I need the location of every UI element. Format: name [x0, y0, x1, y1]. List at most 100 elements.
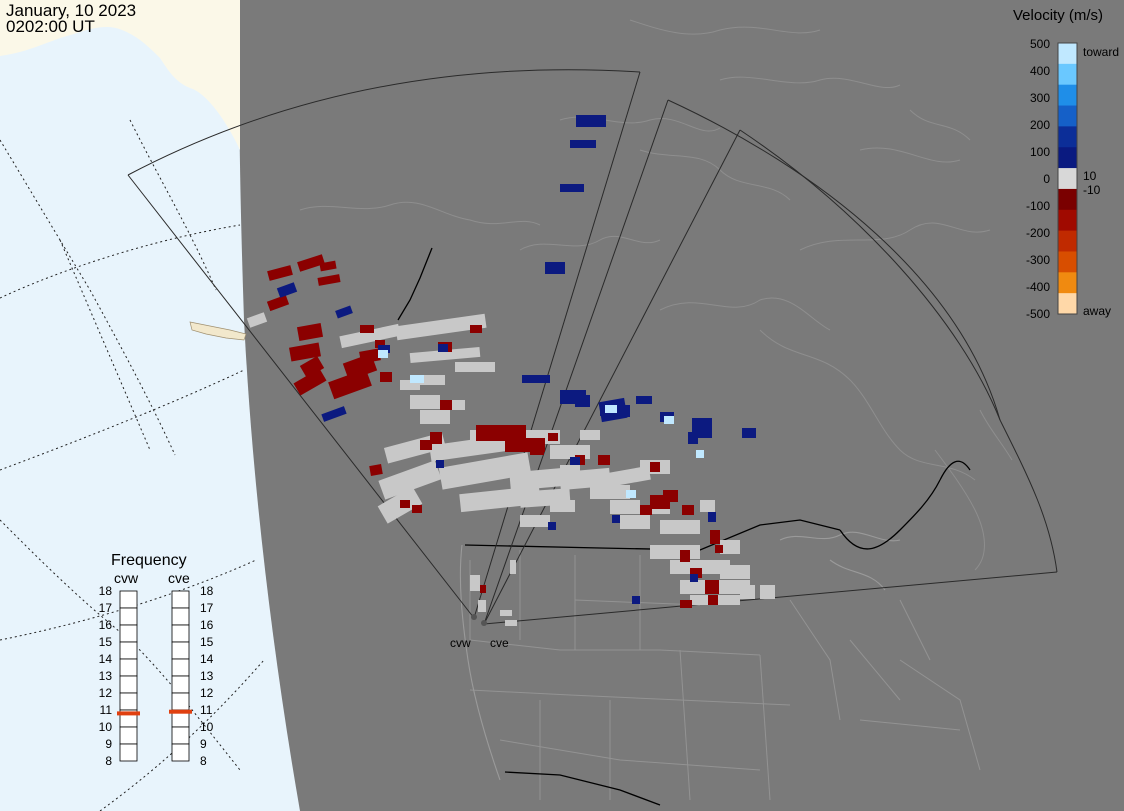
- velocity-colorbar-segment: [1058, 188, 1077, 211]
- scatter-cell: [708, 512, 716, 522]
- velocity-tick-label: 400: [1030, 64, 1050, 78]
- scatter-cell: [400, 500, 410, 508]
- velocity-tick-label: 10: [1083, 169, 1097, 183]
- scatter-cell: [632, 596, 640, 604]
- velocity-tick-label: 500: [1030, 37, 1050, 51]
- velocity-tick-label: -100: [1026, 199, 1050, 213]
- scatter-cell: [246, 312, 268, 328]
- toward-label: toward: [1083, 45, 1119, 59]
- frequency-tick-left: 10: [99, 720, 113, 734]
- velocity-colorbar-segment: [1058, 251, 1077, 273]
- frequency-tick-right: 18: [200, 584, 214, 598]
- scatter-cell: [476, 425, 526, 441]
- graticule-dotted: [0, 119, 265, 811]
- frequency-tick-left: 9: [105, 737, 112, 751]
- frequency-cvw-label: cvw: [114, 570, 139, 586]
- frequency-box-cve: [171, 590, 190, 609]
- scatter-cell: [545, 262, 565, 274]
- velocity-legend-title: Velocity (m/s): [1013, 7, 1103, 24]
- scatter-cell: [576, 115, 606, 127]
- frequency-tick-right: 13: [200, 669, 214, 683]
- scatter-cell: [445, 400, 465, 410]
- scatter-cell: [650, 462, 660, 472]
- frequency-box-cve: [171, 675, 190, 694]
- scatter-cell: [636, 396, 652, 404]
- frequency-box-cvw: [119, 675, 138, 694]
- scatter-cell: [700, 500, 715, 512]
- scatter-cell: [420, 375, 445, 385]
- scatter-cell: [522, 375, 550, 383]
- scatter-cell: [570, 457, 580, 465]
- scatter-cell: [509, 467, 571, 491]
- frequency-tick-left: 15: [99, 635, 113, 649]
- scatter-cell: [612, 515, 620, 523]
- frequency-box-cvw: [119, 607, 138, 626]
- scatter-cell: [664, 416, 674, 424]
- scatter-cell: [359, 348, 381, 364]
- scatter-cell: [680, 600, 692, 608]
- scatter-cell: [548, 433, 558, 441]
- scatter-cell: [400, 380, 420, 390]
- scatter-cell: [380, 372, 392, 382]
- scatter-cell: [317, 274, 341, 286]
- scatter-cell: [690, 568, 702, 578]
- frequency-box-cvw: [119, 590, 138, 609]
- frequency-scales: 18 18 17 17 16 16 15 15 14 14 13 13 12 12 11 11 10 10 9 9 8 8: [99, 584, 214, 768]
- scatter-cell: [299, 355, 325, 379]
- scatter-cell: [696, 450, 704, 458]
- cve-site-label: cve: [490, 636, 509, 650]
- scatter-cell: [760, 585, 775, 599]
- scatter-cell: [293, 368, 327, 396]
- scatter-cell: [296, 323, 324, 341]
- scatter-cell: [369, 464, 383, 476]
- scatter-cell: [375, 340, 385, 348]
- frequency-box-cvw: [119, 726, 138, 745]
- scatter-cell: [420, 440, 432, 450]
- scatter-cell: [455, 318, 485, 328]
- scatter-cell: [705, 580, 719, 594]
- frequency-marker-cvw: [117, 711, 140, 716]
- night-region: [239, 0, 1124, 811]
- scatter-cell: [598, 455, 610, 465]
- frequency-box-cve: [171, 692, 190, 711]
- scatter-cell: [412, 505, 422, 513]
- scatter-cell: [708, 595, 718, 605]
- date-label: January, 10 2023: [6, 1, 137, 20]
- scatter-cell: [266, 294, 290, 312]
- scatter-cell: [480, 585, 486, 593]
- frequency-box-cvw: [119, 641, 138, 660]
- scatter-cell: [378, 350, 388, 358]
- scatter-cell: [560, 465, 580, 475]
- scatter-cell: [297, 254, 325, 272]
- frequency-tick-right: 8: [200, 754, 207, 768]
- aleutian-island: [189, 321, 247, 341]
- scatter-cell: [321, 406, 347, 422]
- frequency-tick-right: 9: [200, 737, 207, 751]
- velocity-colorbar-segment: [1058, 105, 1077, 127]
- frequency-box-cvw: [119, 692, 138, 711]
- scatter-cell: [478, 600, 486, 612]
- scatter-cell: [520, 515, 550, 527]
- frequency-box-cve: [171, 726, 190, 745]
- time-label: 0202:00 UT: [6, 17, 95, 36]
- scatter-cell: [620, 515, 650, 529]
- scatter-cell: [319, 260, 337, 272]
- frequency-tick-left: 8: [105, 754, 112, 768]
- state-borders: [469, 550, 981, 801]
- scatter-cell: [438, 344, 448, 352]
- velocity-colorbar-segment: [1058, 230, 1077, 252]
- frequency-tick-right: 16: [200, 618, 214, 632]
- frequency-tick-right: 10: [200, 720, 214, 734]
- scatter-cell: [660, 520, 700, 534]
- scatter-cell: [289, 342, 321, 362]
- frequency-tick-left: 18: [99, 584, 113, 598]
- scatter-cell: [720, 565, 750, 579]
- scatter-cell: [530, 445, 544, 455]
- fov-cvw: [127, 69, 641, 619]
- frequency-marker-cve: [169, 709, 192, 714]
- scatter-cell: [378, 345, 390, 353]
- scatter-cell: [615, 405, 630, 417]
- scatter-cell: [570, 140, 596, 148]
- scatter-cell: [438, 452, 532, 490]
- velocity-tick-label: -200: [1026, 226, 1050, 240]
